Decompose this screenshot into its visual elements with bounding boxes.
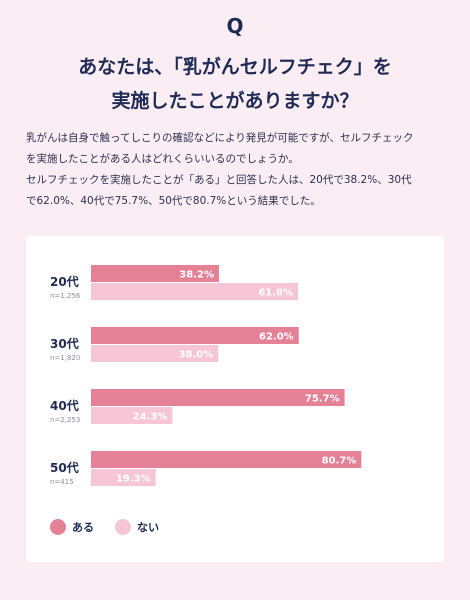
bar-aru — [91, 451, 362, 468]
category-label: 20代 — [50, 274, 79, 289]
bar-value-label: 38.0% — [179, 350, 214, 361]
legend-label-nai: ない — [137, 521, 159, 534]
legend-swatch-nai — [115, 519, 131, 535]
bar-nai — [91, 407, 173, 424]
bar-nai — [91, 469, 156, 486]
bar-value-label: 80.7% — [322, 456, 357, 467]
bar-nai — [91, 345, 219, 362]
bar-chart: 20代 n=1,256 38.2% 61.8% 30代 n=1,820 62.0% 38.0%… — [50, 265, 362, 535]
bar-value-label: 62.0% — [259, 332, 294, 343]
bar-value-label: 24.3% — [133, 412, 168, 423]
description-line-4: で62.0%、40代で75.7%、50代で80.7%という結果でした。 — [26, 195, 321, 207]
bar-value-label: 75.7% — [305, 394, 340, 405]
category-label: 40代 — [50, 398, 79, 413]
description-text: 乳がんは自身で触ってしこりの確認などにより発見が可能ですが、セルフチェック を実… — [26, 128, 446, 212]
description-line-2: を実施したことがある人はどれくらいいるのでしょうか。 — [26, 153, 299, 165]
question-title-line-2: 実施したことがありますか？ — [111, 90, 359, 112]
chart-card: 20代 n=1,256 38.2% 61.8% 30代 n=1,820 62.0% 38.0%… — [26, 236, 444, 562]
bar-aru — [91, 389, 345, 406]
category-label: 50代 — [50, 460, 79, 475]
sample-size-label: n=1,820 — [50, 354, 80, 362]
bar-aru — [91, 265, 219, 282]
question-mark-label: Q — [226, 14, 244, 38]
sample-size-label: n=2,253 — [50, 416, 80, 424]
bar-aru — [91, 327, 299, 344]
bar-value-label: 61.8% — [258, 288, 293, 299]
description-line-3: セルフチェックを実施したことが「ある」と回答した人は、20代で38.2%、30代 — [26, 174, 412, 186]
bar-value-label: 38.2% — [179, 270, 214, 281]
legend-swatch-aru — [50, 519, 66, 535]
bar-nai — [91, 283, 299, 300]
sample-size-label: n=415 — [50, 478, 74, 486]
category-label: 30代 — [50, 336, 79, 351]
sample-size-label: n=1,256 — [50, 292, 81, 300]
legend-label-aru: ある — [72, 521, 94, 534]
question-title: あなたは、「乳がんセルフチェク」を 実施したことがありますか？ — [0, 50, 470, 118]
bar-value-label: 19.3% — [116, 474, 151, 485]
description-line-1: 乳がんは自身で触ってしこりの確認などにより発見が可能ですが、セルフチェック — [26, 132, 414, 144]
question-title-line-1: あなたは、「乳がんセルフチェク」を — [78, 56, 392, 78]
